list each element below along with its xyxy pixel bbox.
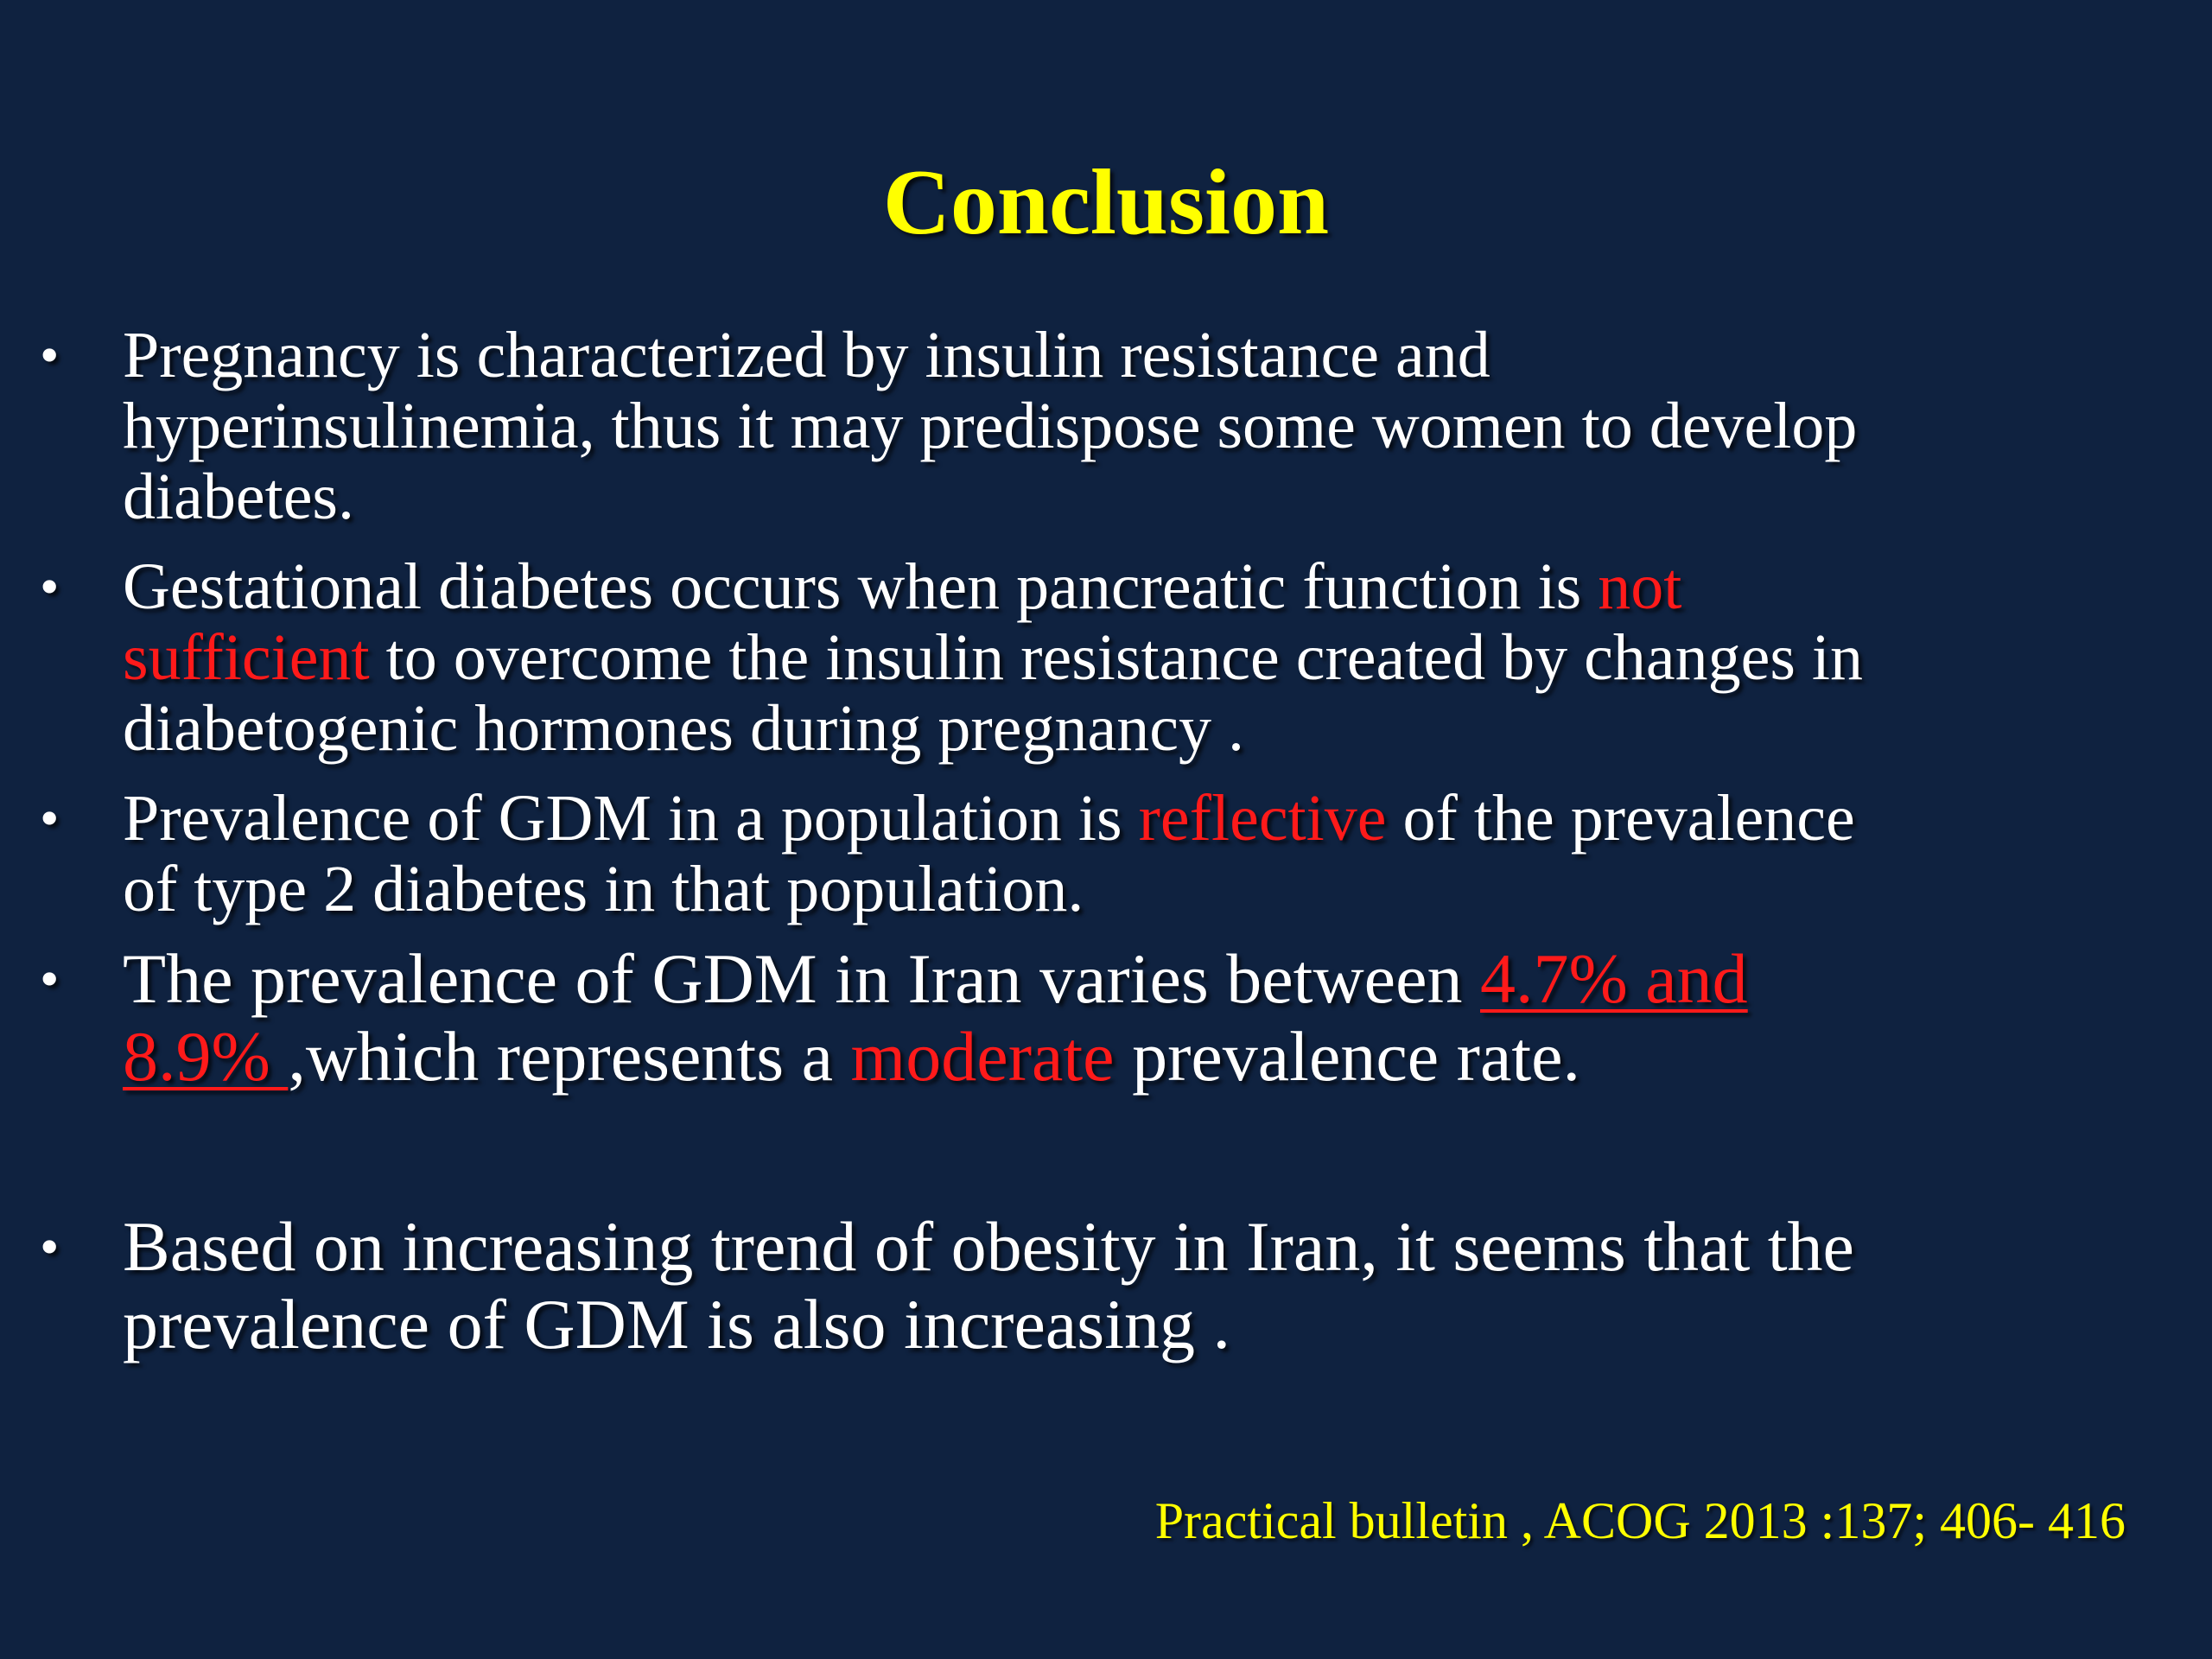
bullet-line: The prevalence of GDM in Iran varies bet… (123, 940, 2110, 1018)
bullet-marker: • (40, 1216, 60, 1277)
slide-title: Conclusion (882, 151, 1330, 254)
bullet-marker: • (40, 948, 60, 1009)
emphasis-text: moderate (850, 1017, 1115, 1096)
bullet-text: diabetogenic hormones during pregnancy . (123, 692, 1244, 765)
bullet-text: Gestational diabetes occurs when pancrea… (123, 550, 1599, 623)
bullet-item-prevalence-reflective: • Prevalence of GDM in a population is r… (40, 783, 2110, 925)
bullet-text: diabetes. (123, 461, 355, 533)
bullet-line: diabetogenic hormones during pregnancy . (123, 693, 2110, 764)
bullet-text: ,which represents a (288, 1017, 851, 1096)
bullet-line: diabetes. (123, 461, 2110, 532)
bullet-item-iran-prevalence: • The prevalence of GDM in Iran varies b… (40, 940, 2110, 1096)
bullet-item-insulin-resistance: • Pregnancy is characterized by insulin … (40, 320, 2110, 532)
bullet-line: of type 2 diabetes in that population. (123, 854, 2110, 925)
bullet-item-gestational-diabetes: • Gestational diabetes occurs when pancr… (40, 551, 2110, 764)
emphasis-text: sufficient (123, 621, 370, 694)
bullet-text: Prevalence of GDM in a population is (123, 782, 1139, 855)
bullet-text: of the prevalence (1386, 782, 1855, 855)
bullet-line: prevalence of GDM is also increasing . (123, 1286, 2110, 1363)
bullet-line: Prevalence of GDM in a population is ref… (123, 783, 2110, 854)
bullet-line: Based on increasing trend of obesity in … (123, 1208, 2110, 1286)
emphasis-underlined-text: 8.9% (123, 1017, 289, 1096)
bullet-text: Based on increasing trend of obesity in … (123, 1207, 1854, 1286)
bullet-line: Pregnancy is characterized by insulin re… (123, 320, 2110, 391)
bullet-text: prevalence rate. (1114, 1017, 1581, 1096)
bullet-line: Gestational diabetes occurs when pancrea… (123, 551, 2110, 622)
bullet-text: hyperinsulinemia, thus it may predispose… (123, 390, 1858, 462)
bullet-text: prevalence of GDM is also increasing . (123, 1285, 1230, 1363)
bullet-line: sufficient to overcome the insulin resis… (123, 622, 2110, 693)
bullet-line: 8.9% ,which represents a moderate preval… (123, 1018, 2110, 1096)
citation: Practical bulletin , ACOG 2013 :137; 406… (1154, 1492, 2126, 1549)
emphasis-text: reflective (1138, 782, 1387, 855)
bullet-line: hyperinsulinemia, thus it may predispose… (123, 391, 2110, 461)
bullet-text: The prevalence of GDM in Iran varies bet… (123, 939, 1480, 1018)
bullet-marker: • (40, 787, 60, 849)
bullet-marker: • (40, 324, 60, 385)
bullet-text: to overcome the insulin resistance creat… (369, 621, 1864, 694)
bullet-text: Pregnancy is characterized by insulin re… (123, 319, 1491, 391)
emphasis-text: not (1598, 550, 1682, 623)
bullet-item-obesity-trend: • Based on increasing trend of obesity i… (40, 1208, 2110, 1363)
bullet-text: of type 2 diabetes in that population. (123, 853, 1084, 925)
emphasis-underlined-text: 4.7% and (1479, 939, 1748, 1018)
bullet-marker: • (40, 556, 60, 617)
